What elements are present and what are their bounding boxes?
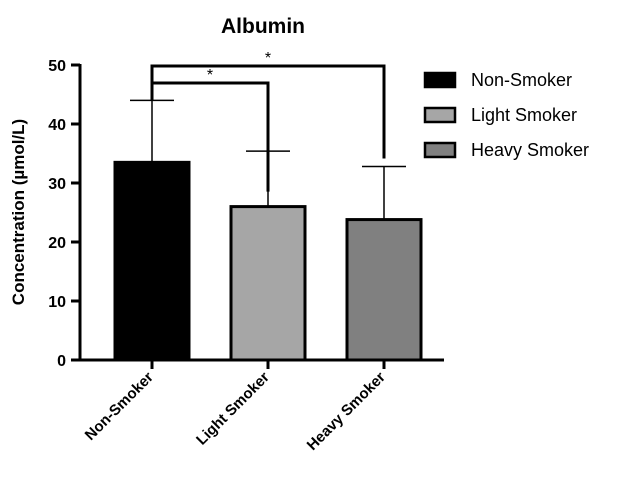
legend: Non-Smoker Light Smoker Heavy Smoker <box>423 70 589 160</box>
y-axis: 0 10 20 30 40 50 <box>48 58 82 370</box>
y-axis-label: Concentration (µmol/L) <box>9 119 28 305</box>
x-tick-label-heavy-smoker: Heavy Smoker <box>304 369 389 454</box>
legend-label-heavy-smoker: Heavy Smoker <box>471 140 589 160</box>
bars-group <box>113 160 423 362</box>
significance-label: * <box>265 50 271 67</box>
x-tick-label-light-smoker: Light Smoker <box>193 369 273 449</box>
bar-light-smoker <box>229 205 307 362</box>
legend-label-light-smoker: Light Smoker <box>471 105 577 125</box>
bar-non-smoker <box>113 160 191 362</box>
y-tick-label: 10 <box>48 294 66 311</box>
y-tick-label: 20 <box>48 235 66 252</box>
x-tick-label-non-smoker: Non-Smoker <box>82 369 157 444</box>
legend-swatch-heavy-smoker <box>423 141 457 159</box>
significance-label: * <box>207 67 213 84</box>
y-tick-label: 50 <box>48 58 66 75</box>
y-tick-label: 40 <box>48 117 66 134</box>
chart-title: Albumin <box>221 15 305 38</box>
significance-bracket <box>150 64 386 159</box>
legend-swatch-non-smoker <box>423 71 457 89</box>
legend-swatch-light-smoker <box>423 106 457 124</box>
y-tick-label: 0 <box>57 353 66 370</box>
legend-label-non-smoker: Non-Smoker <box>471 70 572 90</box>
significance-brackets: ** <box>150 50 386 192</box>
bar-heavy-smoker <box>345 218 423 362</box>
significance-bracket <box>150 81 270 192</box>
x-axis: Non-Smoker Light Smoker Heavy Smoker <box>78 358 444 454</box>
y-tick-label: 30 <box>48 176 66 193</box>
